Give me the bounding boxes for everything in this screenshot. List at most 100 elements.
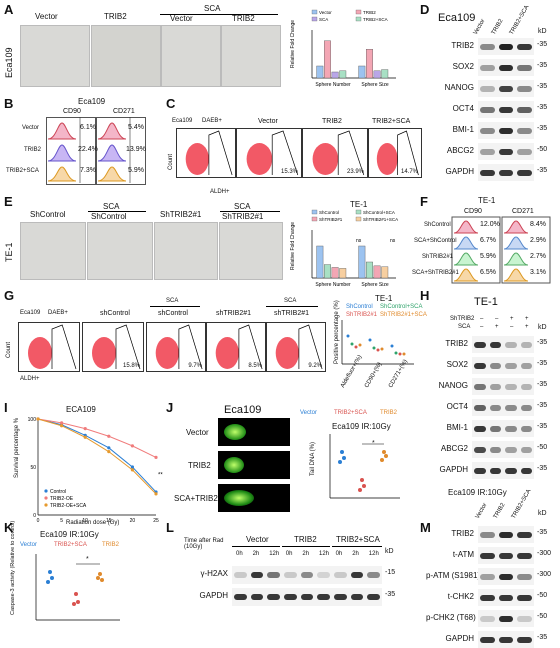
- panel-g-legend-4: ShTRIB2#1+SCA: [380, 312, 427, 318]
- condition-marker: +: [495, 324, 499, 330]
- group-underline: [332, 546, 382, 547]
- panel-j-row-2: TRIB2: [188, 461, 211, 470]
- blot-row-label: OCT4: [446, 402, 468, 411]
- gate-percentage: 8.5%: [248, 363, 262, 369]
- panel-l-group-1: Vector: [246, 535, 269, 544]
- blot-row-label: SOX2: [452, 62, 474, 71]
- blot-band: [489, 425, 501, 432]
- gate-percentage: 9.7%: [188, 363, 202, 369]
- panel-b-cd271-2: 13.9%: [126, 146, 146, 153]
- bar-trib2-sca: [339, 70, 347, 79]
- panel-j-dot-plot: [329, 434, 400, 499]
- legend-label: ShTRIB2#1+SCA: [363, 217, 398, 222]
- panel-e-group-4: ShTRIB2#1: [222, 212, 264, 221]
- blot-band: [480, 615, 495, 622]
- blot-row: [472, 441, 534, 458]
- blot-band: [489, 467, 501, 474]
- panel-m-label: M: [420, 520, 431, 535]
- panel-b-cd90-1: 6.1%: [80, 124, 96, 131]
- panel-i-ylabel: Survival percentage %: [14, 417, 20, 478]
- blot-band: [284, 594, 297, 600]
- condition-marker: –: [510, 324, 514, 330]
- panel-a-group-1: Vector: [35, 12, 58, 21]
- blot-band: [517, 169, 532, 176]
- micrograph-sca-trib2: [221, 25, 281, 87]
- blot-band: [480, 594, 495, 601]
- blot-band: [498, 573, 514, 580]
- blot-kd-marker: -35: [537, 167, 548, 174]
- data-point: [107, 450, 111, 454]
- blot-row-label: GAPDH: [445, 634, 474, 643]
- panel-c-ylabel: Count: [168, 153, 174, 170]
- blot-row-label: TRIB2: [451, 529, 474, 538]
- blot-band: [250, 594, 264, 600]
- condition-marker: +: [525, 324, 529, 330]
- panel-l-group-3: TRIB2+SCA: [336, 535, 380, 544]
- panel-i-xlabel: Radiation dose (Gy): [66, 520, 120, 526]
- flow-plot: [176, 128, 236, 178]
- gate-outline: [178, 324, 203, 370]
- legend-swatch: [311, 16, 318, 22]
- legend-label: TRIB2-OE+SCA: [50, 503, 87, 509]
- bar-vector: [358, 65, 366, 79]
- blot-band: [480, 85, 495, 92]
- blot-band: [367, 572, 380, 578]
- blot-band: [520, 467, 532, 474]
- blot-band: [505, 341, 517, 348]
- data-point: [154, 455, 158, 459]
- condition-marker: –: [480, 324, 484, 330]
- blot-band: [489, 383, 501, 390]
- blot-band: [517, 85, 532, 92]
- x-tick-label: 5: [60, 518, 63, 524]
- blot-band: [480, 552, 495, 559]
- panel-e-sca-bar-2: [220, 211, 280, 212]
- micrograph-sca-vector: [161, 25, 221, 87]
- panel-g-legend-1: ShControl: [346, 304, 373, 310]
- gate-percentage: 14.7%: [400, 169, 418, 175]
- flow-scatter: [376, 130, 419, 176]
- legend-swatch: [311, 9, 318, 15]
- blot-band: [498, 148, 514, 155]
- comet-head-sca-trib2: [224, 490, 254, 506]
- bar-sca: [373, 70, 381, 79]
- gate-outline: [271, 130, 299, 176]
- micrograph-shcontrol: [20, 222, 86, 280]
- panel-b-cd90-2: 22.4%: [78, 146, 98, 153]
- x-tick-label: Sphere Size: [361, 82, 388, 88]
- blot-kd-marker: -35: [537, 381, 548, 388]
- blot-kd-marker: -50: [537, 146, 548, 153]
- blot-band: [520, 404, 532, 411]
- blot-band: [498, 615, 514, 622]
- legend-label: TRIB2+SCA: [363, 17, 388, 22]
- blot-band: [498, 169, 514, 176]
- blot-band: [517, 594, 532, 601]
- gate-outline: [208, 130, 233, 176]
- data-point: [36, 417, 40, 421]
- blot-row: [478, 59, 534, 76]
- x-tick-label: Sphere Size: [361, 282, 388, 288]
- series-line-trib2-oe: [37, 418, 157, 458]
- cell-population: [376, 143, 398, 175]
- blot-band: [505, 383, 517, 390]
- blot-kd-marker: -35: [537, 529, 548, 536]
- panel-g-legend-3: ShControl+SCA: [380, 304, 423, 310]
- panel-k-title: Eca109 IR:10Gy: [40, 530, 99, 539]
- panel-k-label: K: [4, 520, 14, 535]
- panel-g-xlabel: ALDH+: [20, 376, 40, 382]
- blot-band: [517, 615, 532, 622]
- timepoint-label: 12h: [368, 551, 379, 557]
- blot-band: [480, 43, 495, 50]
- flow-plot: 15.3%: [236, 128, 302, 178]
- blot-row-label: ABCG2: [446, 146, 474, 155]
- blot-row: [472, 462, 534, 479]
- panel-m-title: Eca109 IR:10Gy: [448, 488, 507, 497]
- panel-g-gate-3: shControl: [100, 310, 130, 317]
- gate-percentage: 23.9%: [346, 169, 364, 175]
- panel-g-sca-1: SCA: [166, 298, 179, 304]
- panel-f-cd271-2: 2.9%: [530, 237, 546, 244]
- panel-f-row-2: SCA+ShControl: [414, 238, 457, 244]
- blot-band: [489, 341, 501, 348]
- blot-row-label: BMI-1: [452, 125, 474, 134]
- blot-row: [478, 101, 534, 118]
- panel-c-gate-2: DAEB+: [202, 118, 222, 124]
